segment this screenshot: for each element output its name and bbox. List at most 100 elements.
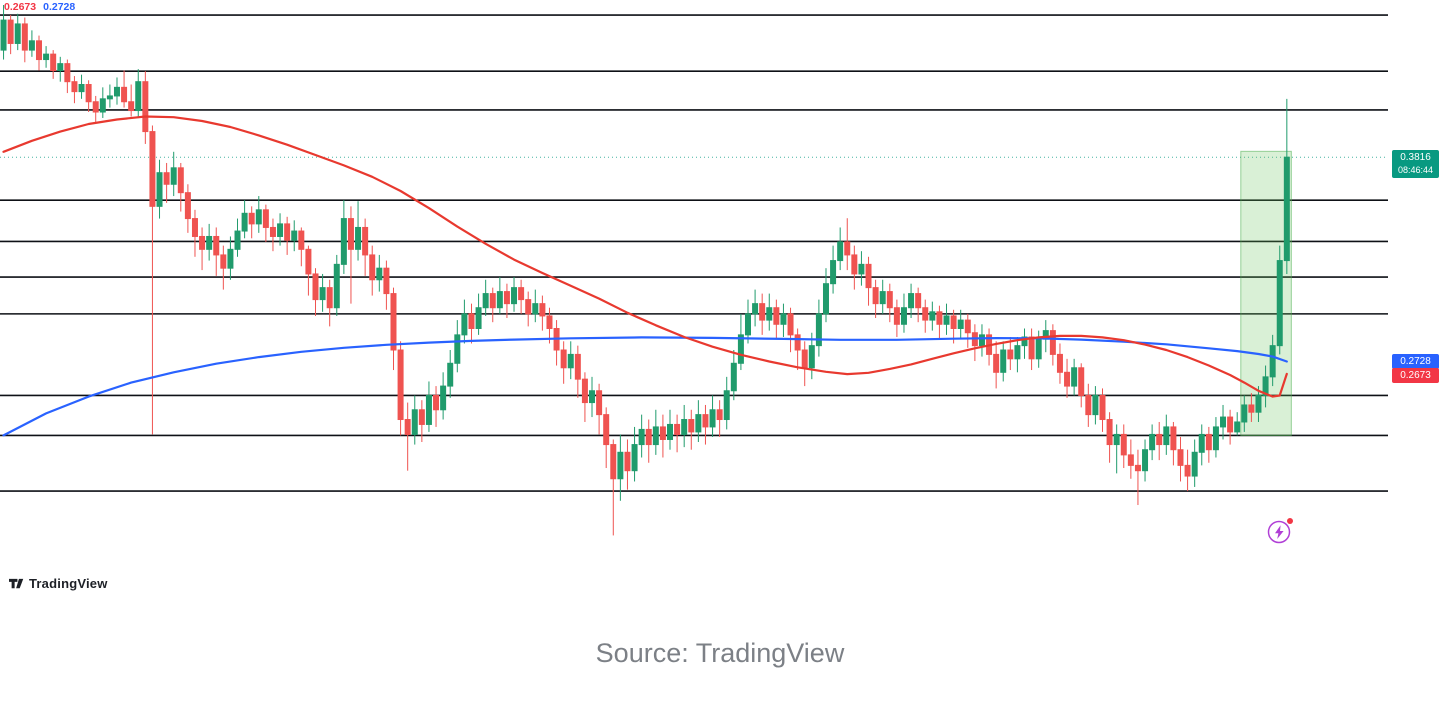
candle-body xyxy=(340,218,347,265)
candle-body xyxy=(652,426,659,446)
candle-body xyxy=(262,209,269,228)
candle-body xyxy=(397,349,404,421)
candle-body xyxy=(695,414,702,433)
candle-body xyxy=(433,394,440,411)
tradingview-logo[interactable]: TradingView xyxy=(9,576,108,591)
candle-body xyxy=(14,23,21,44)
candle-body xyxy=(128,101,135,112)
candle-body xyxy=(1163,426,1170,446)
candle-body xyxy=(674,423,681,435)
candle-body xyxy=(723,390,730,421)
candle-body xyxy=(957,319,964,329)
source-caption: Source: TradingView xyxy=(595,638,845,668)
candle-body xyxy=(702,414,709,428)
candle-body xyxy=(638,428,645,446)
candle-body xyxy=(312,273,319,301)
flash-alert-button[interactable] xyxy=(1266,518,1293,545)
candle-body xyxy=(659,426,666,440)
ma-slow-legend-value: 0.2728 xyxy=(43,1,76,13)
candle-body xyxy=(43,53,50,61)
candle-body xyxy=(964,319,971,334)
candle-body xyxy=(830,260,837,285)
candle-body xyxy=(993,353,1000,373)
candle-body xyxy=(681,419,688,435)
candle-body xyxy=(511,287,518,305)
candle-body xyxy=(815,313,822,347)
candle-body xyxy=(156,172,163,207)
candle-body xyxy=(1283,156,1290,262)
candle-body xyxy=(1049,330,1056,355)
candle-body xyxy=(1106,419,1113,446)
candle-body xyxy=(837,241,844,262)
current-price-value: 0.3816 xyxy=(1400,152,1431,163)
candle-body xyxy=(532,303,539,315)
candle-body xyxy=(142,81,149,133)
candle-body xyxy=(99,98,106,113)
candle-body xyxy=(1035,338,1042,360)
candle-body xyxy=(0,19,7,51)
candle-body xyxy=(1177,449,1184,466)
candle-body xyxy=(248,212,255,225)
candle-body xyxy=(475,307,482,329)
candle-body xyxy=(362,226,369,256)
candle-body xyxy=(213,235,220,256)
tradingview-chart[interactable]: 0.2673 0.2728 0.3816 08:46:44 0.2728 0.26… xyxy=(0,0,1440,572)
candle-body xyxy=(730,362,737,392)
candle-body xyxy=(454,334,461,364)
candle-body xyxy=(766,307,773,321)
ma-fast-red-line[interactable] xyxy=(2,115,1288,398)
candle-body xyxy=(57,63,64,72)
candle-body xyxy=(780,313,787,325)
candle-body xyxy=(574,353,581,380)
candle-body xyxy=(1120,433,1127,456)
candle-body xyxy=(1262,376,1269,396)
candle-body xyxy=(794,334,801,351)
candle-body xyxy=(85,84,92,103)
candle-body xyxy=(7,19,14,44)
candle-body xyxy=(844,241,851,256)
candle-body xyxy=(1064,371,1071,387)
bar-countdown: 08:46:44 xyxy=(1397,165,1434,175)
candle-body xyxy=(503,291,510,305)
ma-slow-blue-line[interactable] xyxy=(2,336,1288,437)
candle-body xyxy=(206,235,213,250)
candle-body xyxy=(1071,367,1078,387)
candle-body xyxy=(1255,394,1262,413)
candle-body xyxy=(525,299,532,315)
candle-body xyxy=(929,311,936,321)
candle-body xyxy=(631,444,638,472)
candle-body xyxy=(227,248,234,269)
candle-body xyxy=(28,40,35,51)
candle-body xyxy=(64,63,71,83)
candle-body xyxy=(567,353,574,369)
candle-body xyxy=(121,86,128,103)
candle-body xyxy=(1028,336,1035,360)
ma-fast-legend-value: 0.2673 xyxy=(4,1,37,13)
candle-body xyxy=(589,390,596,404)
candle-body xyxy=(1092,394,1099,416)
candle-body xyxy=(496,291,503,309)
candle-body xyxy=(376,267,383,281)
candle-body xyxy=(113,86,120,97)
candle-body xyxy=(1127,454,1134,466)
candle-body xyxy=(305,248,312,275)
candle-body xyxy=(645,428,652,446)
candle-body xyxy=(808,345,815,369)
candle-body xyxy=(1191,451,1198,477)
candle-body xyxy=(78,84,85,93)
candle-body xyxy=(191,218,198,237)
candle-body xyxy=(326,287,333,309)
candle-body xyxy=(284,223,291,241)
candle-body xyxy=(1170,426,1177,451)
chart-canvas[interactable] xyxy=(0,0,1440,572)
candle-body xyxy=(255,209,262,225)
candle-body xyxy=(35,40,42,61)
candle-body xyxy=(1205,433,1212,451)
candle-body xyxy=(1234,421,1241,433)
ma-slow-badge: 0.2728 xyxy=(1392,354,1439,369)
candle-body xyxy=(1007,349,1014,360)
candle-body xyxy=(298,230,305,250)
candle-body xyxy=(603,414,610,446)
candle-body xyxy=(269,226,276,237)
candle-body xyxy=(149,131,156,207)
